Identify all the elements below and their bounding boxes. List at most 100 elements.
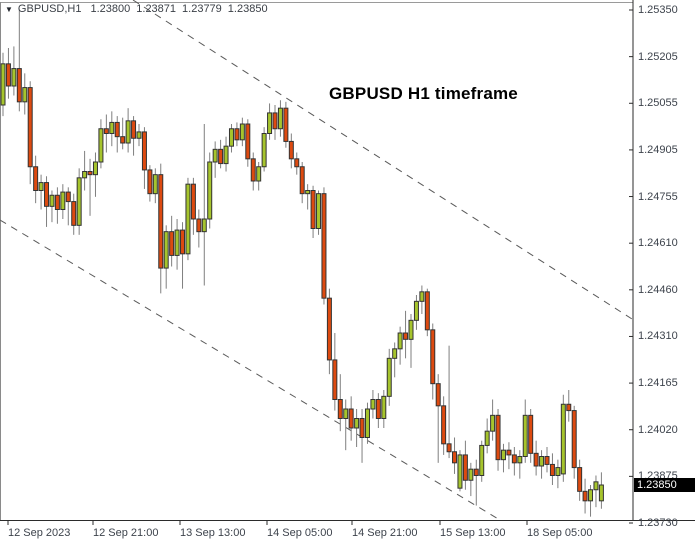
price-tick-label: 1.24020 bbox=[638, 423, 678, 436]
candle-up bbox=[468, 468, 474, 481]
candle-up bbox=[163, 231, 169, 269]
candle-up bbox=[598, 484, 604, 502]
candle-down bbox=[424, 291, 430, 331]
candle-down bbox=[506, 449, 512, 456]
candle-down bbox=[180, 229, 186, 255]
candle-up bbox=[343, 408, 349, 419]
candle-up bbox=[555, 467, 561, 477]
candle-up bbox=[517, 456, 523, 464]
price-tick-label: 1.24310 bbox=[638, 330, 678, 343]
candle-up bbox=[305, 190, 311, 195]
candle-down bbox=[218, 148, 224, 165]
candle-down bbox=[114, 121, 120, 138]
candle-down bbox=[375, 399, 381, 419]
candle-up bbox=[500, 449, 506, 461]
candle-up bbox=[212, 148, 218, 163]
candle-down bbox=[245, 123, 251, 160]
candle-down bbox=[430, 329, 436, 385]
candle-up bbox=[22, 87, 28, 103]
candle-down bbox=[27, 87, 33, 168]
candle-down bbox=[16, 68, 22, 103]
candle-up bbox=[484, 430, 490, 446]
symbol-info-bar[interactable]: ▼ GBPUSD,H1 1.23800 1.23871 1.23779 1.23… bbox=[5, 3, 274, 15]
ohlc-close-value: 1.23850 bbox=[227, 3, 268, 15]
candle-down bbox=[528, 414, 534, 454]
candle-down bbox=[103, 128, 109, 134]
candle-up bbox=[0, 63, 6, 106]
candle-up bbox=[49, 194, 55, 207]
candle-up bbox=[109, 121, 115, 134]
candle-down bbox=[441, 405, 447, 445]
candle-down bbox=[310, 190, 316, 229]
candle-up bbox=[207, 161, 213, 220]
candle-down bbox=[473, 468, 479, 476]
candle-down bbox=[337, 399, 343, 419]
candle-down bbox=[299, 166, 305, 195]
ohlc-open-value: 1.23800 bbox=[90, 3, 131, 15]
time-tick-label: 15 Sep 13:00 bbox=[440, 527, 506, 539]
candle-up bbox=[408, 319, 414, 340]
candle-up bbox=[539, 456, 545, 467]
candle-up bbox=[223, 145, 229, 165]
candle-up bbox=[267, 112, 273, 134]
time-tick-label: 12 Sep 21:00 bbox=[93, 527, 159, 539]
candle-up bbox=[136, 131, 142, 139]
candle-down bbox=[348, 408, 354, 429]
candle-down bbox=[87, 171, 93, 176]
candle-up bbox=[11, 68, 17, 87]
candle-down bbox=[196, 218, 202, 233]
candle-down bbox=[169, 231, 175, 256]
channel-upper[interactable] bbox=[132, 0, 633, 320]
time-tick-label: 13 Sep 13:00 bbox=[180, 527, 246, 539]
candle-down bbox=[566, 403, 572, 412]
price-tick-label: 1.24460 bbox=[638, 283, 678, 296]
candle-up bbox=[419, 291, 425, 302]
candle-down bbox=[544, 456, 550, 465]
candle-down bbox=[359, 418, 365, 438]
candle-up bbox=[413, 300, 419, 321]
candle-down bbox=[462, 454, 468, 481]
candle-down bbox=[446, 443, 452, 453]
candle-up bbox=[316, 193, 322, 230]
candle-down bbox=[288, 140, 294, 160]
candle-up bbox=[457, 454, 463, 489]
candle-up bbox=[239, 123, 245, 141]
channel-lower[interactable] bbox=[0, 219, 501, 521]
candle-down bbox=[33, 166, 39, 191]
candle-up bbox=[60, 191, 66, 210]
candle-down bbox=[326, 297, 332, 361]
candle-down bbox=[65, 191, 71, 203]
price-tick-label: 1.24610 bbox=[638, 237, 678, 250]
candle-down bbox=[5, 63, 11, 87]
price-tick-label: 1.24165 bbox=[638, 377, 678, 390]
price-tick-label: 1.23730 bbox=[638, 517, 678, 529]
candle-up bbox=[277, 107, 283, 130]
collapse-triangle-icon[interactable]: ▼ bbox=[5, 4, 13, 14]
candle-up bbox=[364, 408, 370, 438]
time-tick-label: 12 Sep 2023 bbox=[8, 527, 71, 539]
candle-down bbox=[294, 158, 300, 168]
candle-up bbox=[354, 418, 360, 429]
candle-down bbox=[44, 182, 50, 207]
candle-up bbox=[256, 166, 262, 182]
current-price-badge: 1.23850 bbox=[634, 478, 695, 492]
candle-up bbox=[82, 171, 88, 179]
candle-down bbox=[582, 490, 588, 502]
candle-up bbox=[38, 182, 44, 191]
candle-up bbox=[479, 444, 485, 476]
candle-up bbox=[381, 395, 387, 420]
candle-up bbox=[125, 120, 131, 144]
symbol-period-label: GBPUSD,H1 bbox=[17, 3, 82, 15]
candle-up bbox=[261, 133, 267, 168]
candle-up bbox=[98, 128, 104, 163]
ohlc-high-value: 1.23871 bbox=[136, 3, 177, 15]
candle-up bbox=[152, 174, 158, 195]
candle-down bbox=[533, 452, 539, 467]
candle-up bbox=[392, 348, 398, 359]
price-tick-label: 1.25350 bbox=[638, 4, 678, 16]
candle-down bbox=[190, 183, 196, 220]
candle-up bbox=[490, 414, 496, 432]
candle-down bbox=[120, 136, 126, 144]
